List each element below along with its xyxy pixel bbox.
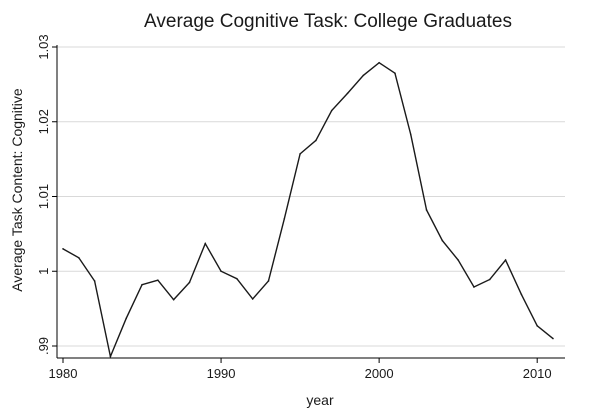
- data-point: [267, 280, 270, 282]
- chart-title: Average Cognitive Task: College Graduate…: [144, 11, 512, 32]
- y-tick-label: .99: [36, 337, 51, 355]
- axes: [56, 45, 565, 359]
- data-point: [441, 239, 444, 242]
- data-point: [394, 72, 396, 74]
- data-point: [93, 280, 96, 282]
- data-point: [362, 74, 365, 77]
- series-line-cognitive-task: [62, 61, 554, 359]
- y-ticks: .99 1 1.01 1.02 1.03: [36, 34, 57, 355]
- data-point: [204, 242, 207, 245]
- data-point: [378, 61, 380, 64]
- data-point: [172, 298, 175, 301]
- data-point: [125, 317, 128, 320]
- data-points: [62, 61, 554, 358]
- data-point: [315, 139, 317, 142]
- x-axis-label: year: [306, 392, 334, 408]
- data-point: [157, 279, 159, 282]
- y-tick-label: 1.03: [36, 34, 51, 59]
- y-tick-label: 1.02: [36, 109, 51, 134]
- data-point: [109, 355, 112, 358]
- data-point: [504, 259, 507, 261]
- data-point: [299, 153, 301, 155]
- data-point: [457, 259, 459, 261]
- x-tick-label: 1980: [49, 366, 78, 381]
- data-point: [283, 218, 286, 220]
- y-tick-label: 1.01: [36, 184, 51, 209]
- data-point: [78, 256, 80, 259]
- x-tick-label: 1990: [207, 366, 236, 381]
- data-point: [409, 133, 412, 136]
- data-point: [536, 325, 538, 327]
- x-tick-label: 2000: [365, 366, 394, 381]
- gridlines: [57, 46, 565, 347]
- data-point: [236, 277, 238, 280]
- data-point: [330, 109, 333, 112]
- data-point: [220, 270, 222, 273]
- data-point: [188, 281, 191, 284]
- data-point: [141, 283, 143, 286]
- y-tick-label: 1: [36, 268, 51, 275]
- data-point: [62, 248, 64, 250]
- x-tick-label: 2010: [523, 366, 552, 381]
- x-ticks: 1980 1990 2000 2010: [49, 358, 552, 381]
- y-axis-label: Average Task Content: Cognitive: [9, 88, 25, 292]
- data-point: [520, 293, 523, 296]
- data-point: [552, 337, 554, 340]
- data-point: [425, 209, 428, 211]
- data-point: [251, 298, 254, 300]
- data-point: [346, 92, 349, 95]
- data-point: [473, 286, 475, 288]
- data-point: [488, 278, 491, 281]
